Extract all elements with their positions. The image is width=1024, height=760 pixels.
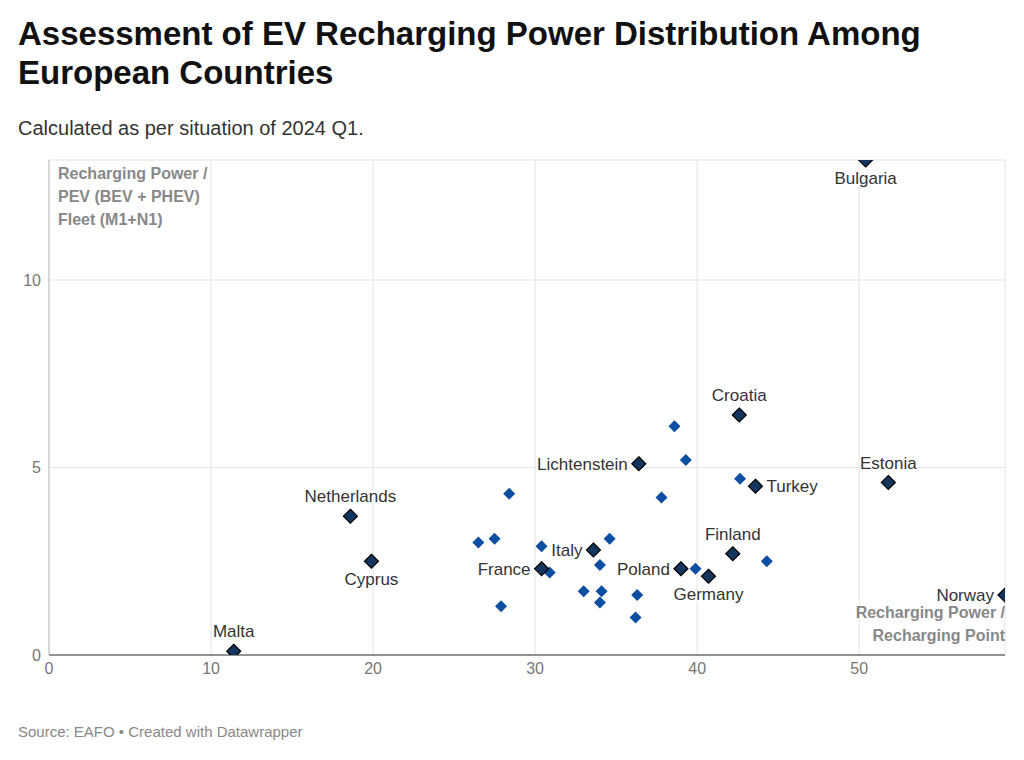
svg-text:Poland: Poland xyxy=(617,560,670,579)
svg-text:Croatia: Croatia xyxy=(712,386,767,405)
svg-text:10: 10 xyxy=(202,660,220,677)
svg-text:Lichtenstein: Lichtenstein xyxy=(537,455,628,474)
html-text:Recharging Power /: Recharging Power / xyxy=(855,604,1005,621)
html-text:Recharging Point: Recharging Point xyxy=(872,627,1005,644)
html-text:Assessment of EV Recharging Po: Assessment of EV Recharging Power Distri… xyxy=(18,15,921,91)
html-text:Source: EAFO • Created with Da: Source: EAFO • Created with Datawrapper xyxy=(18,723,303,740)
svg-text:20: 20 xyxy=(364,660,382,677)
svg-text:Estonia: Estonia xyxy=(860,454,917,473)
svg-text:50: 50 xyxy=(850,660,868,677)
html-text:Calculated as per situation of: Calculated as per situation of 2024 Q1. xyxy=(18,117,364,139)
svg-text:30: 30 xyxy=(526,660,544,677)
svg-text:Finland: Finland xyxy=(705,525,761,544)
html-text:PEV (BEV + PHEV): PEV (BEV + PHEV) xyxy=(58,188,200,205)
svg-text:40: 40 xyxy=(688,660,706,677)
svg-text:10: 10 xyxy=(23,272,41,289)
html-text:Fleet (M1+N1): Fleet (M1+N1) xyxy=(58,211,163,228)
svg-text:Italy: Italy xyxy=(551,541,583,560)
svg-text:Norway: Norway xyxy=(936,586,994,605)
svg-text:0: 0 xyxy=(32,647,41,664)
svg-text:Germany: Germany xyxy=(674,585,744,604)
svg-text:Cyprus: Cyprus xyxy=(345,570,399,589)
svg-text:Malta: Malta xyxy=(213,622,255,641)
svg-text:5: 5 xyxy=(32,459,41,476)
svg-text:Turkey: Turkey xyxy=(766,477,818,496)
svg-text:Bulgaria: Bulgaria xyxy=(834,169,897,188)
svg-text:Netherlands: Netherlands xyxy=(305,487,397,506)
html-text:Recharging Power /: Recharging Power / xyxy=(58,165,208,182)
svg-text:0: 0 xyxy=(45,660,54,677)
svg-text:France: France xyxy=(478,560,531,579)
